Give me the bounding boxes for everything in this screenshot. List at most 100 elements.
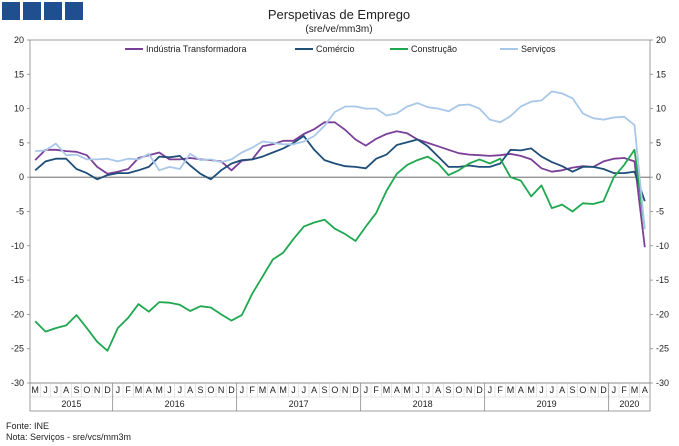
y-tick-label-left: -20 (11, 309, 24, 319)
month-label: M (507, 385, 515, 395)
y-tick-label-left: -25 (11, 344, 24, 354)
logo-square (2, 2, 20, 20)
month-label: M (135, 385, 143, 395)
legend-label: Comércio (316, 44, 355, 54)
month-label: O (83, 385, 90, 395)
series-line-industria-transformadora (34, 121, 646, 248)
month-label: N (590, 385, 597, 395)
series-note: Nota: Serviços - sre/vcs/mm3m (6, 432, 132, 442)
month-label: A (311, 385, 317, 395)
month-label: A (394, 385, 400, 395)
month-label: J (178, 385, 183, 395)
y-tick-label-left: 0 (19, 172, 24, 182)
month-label: F (125, 385, 131, 395)
month-label: N (342, 385, 349, 395)
y-tick-label-right: -5 (656, 207, 664, 217)
month-label: J (291, 385, 296, 395)
month-label: A (642, 385, 648, 395)
month-label: M (279, 385, 287, 395)
month-label: A (187, 385, 193, 395)
month-label: J (550, 385, 555, 395)
series-line-servicos (35, 90, 646, 230)
y-tick-label-right: -10 (656, 241, 669, 251)
month-label: M (259, 385, 267, 395)
month-label: F (249, 385, 255, 395)
month-label: J (302, 385, 307, 395)
month-label: J (539, 385, 544, 395)
month-label: A (146, 385, 152, 395)
legend-label: Indústria Transformadora (146, 44, 247, 54)
month-label: J (415, 385, 420, 395)
series-line-construcao (34, 148, 646, 352)
chart-subtitle: (sre/ve/mm3m) (305, 24, 372, 35)
legend-label: Serviços (521, 44, 556, 54)
year-label: 2018 (413, 399, 433, 409)
plot-frame (29, 39, 651, 384)
series-line-comercio (34, 135, 646, 202)
month-label: A (518, 385, 524, 395)
month-label: N (94, 385, 101, 395)
month-label: N (466, 385, 473, 395)
month-label: F (621, 385, 627, 395)
y-tick-label-right: 5 (656, 138, 661, 148)
y-tick-label-left: -30 (11, 378, 24, 388)
logo-square (65, 2, 83, 20)
year-label: 2017 (289, 399, 309, 409)
month-label: D (600, 385, 607, 395)
source-note: Fonte: INE (6, 421, 50, 431)
month-label: J (167, 385, 172, 395)
y-tick-label-left: -5 (16, 207, 24, 217)
month-label: S (445, 385, 451, 395)
month-label: O (331, 385, 338, 395)
month-label: A (63, 385, 69, 395)
y-tick-label-right: 15 (656, 69, 666, 79)
month-label: M (155, 385, 163, 395)
y-tick-label-left: 20 (14, 35, 24, 45)
month-label: J (364, 385, 369, 395)
month-label: S (569, 385, 575, 395)
y-tick-label-right: 10 (656, 104, 666, 114)
year-label: 2016 (165, 399, 185, 409)
month-label: J (488, 385, 493, 395)
month-label: F (497, 385, 503, 395)
month-label: M (31, 385, 39, 395)
month-label: O (455, 385, 462, 395)
year-label: 2019 (537, 399, 557, 409)
month-label: D (352, 385, 359, 395)
month-label: M (527, 385, 535, 395)
y-tick-label-right: -25 (656, 344, 669, 354)
month-label: M (383, 385, 391, 395)
y-tick-label-right: -15 (656, 275, 669, 285)
month-label: O (579, 385, 586, 395)
y-tick-label-right: 20 (656, 35, 666, 45)
month-label: D (476, 385, 483, 395)
logo-square (23, 2, 41, 20)
month-label: A (270, 385, 276, 395)
y-tick-label-right: 0 (656, 172, 661, 182)
month-label: S (197, 385, 203, 395)
month-label: A (435, 385, 441, 395)
y-tick-label-left: -10 (11, 241, 24, 251)
month-label: J (54, 385, 59, 395)
year-label: 2015 (61, 399, 81, 409)
logo-square (44, 2, 62, 20)
month-label: J (116, 385, 121, 395)
month-label: S (73, 385, 79, 395)
y-tick-label-left: 5 (19, 138, 24, 148)
month-label: S (321, 385, 327, 395)
month-label: M (631, 385, 639, 395)
year-label: 2020 (619, 399, 639, 409)
month-label: N (218, 385, 225, 395)
y-tick-label-left: 10 (14, 104, 24, 114)
y-tick-label-left: -15 (11, 275, 24, 285)
month-label: J (426, 385, 431, 395)
month-label: A (559, 385, 565, 395)
month-label: J (43, 385, 48, 395)
y-tick-label-right: -30 (656, 378, 669, 388)
month-label: O (207, 385, 214, 395)
month-label: M (403, 385, 411, 395)
month-label: J (240, 385, 245, 395)
chart-title: Perspetivas de Emprego (268, 7, 410, 22)
month-label: D (104, 385, 111, 395)
